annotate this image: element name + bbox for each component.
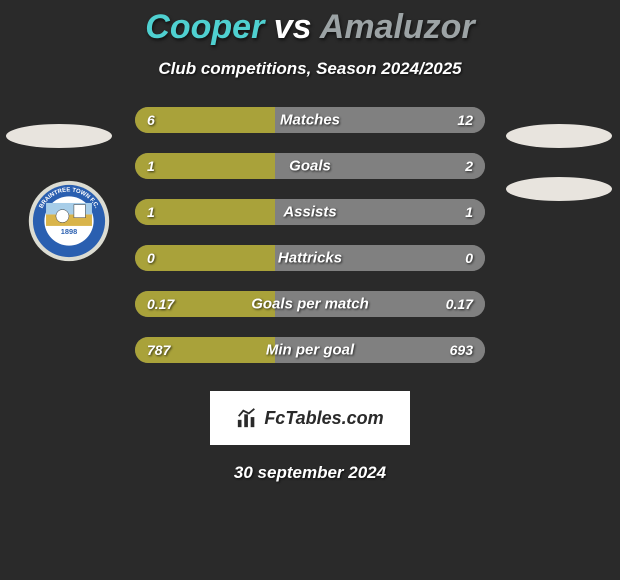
stat-label: Min per goal (266, 342, 354, 359)
stat-fill-left (135, 245, 275, 271)
stat-fill-left (135, 199, 275, 225)
player2-marker-oval-2 (506, 177, 612, 201)
stat-label: Goals (289, 158, 331, 175)
page-title: Cooper vs Amaluzor (0, 8, 620, 47)
brand-text: FcTables.com (264, 408, 383, 429)
stat-row: 0.17 0.17 Goals per match (135, 291, 485, 317)
stat-value-right: 0 (465, 250, 473, 266)
player1-marker-oval (6, 124, 112, 148)
stat-value-left: 0 (147, 250, 155, 266)
stat-value-right: 693 (450, 342, 473, 358)
club-badge-icon: BRAINTREE TOWN F.C. THE IRON 1898 (28, 180, 110, 262)
stat-row: 1 2 Goals (135, 153, 485, 179)
stat-row: 787 693 Min per goal (135, 337, 485, 363)
stat-label: Goals per match (251, 296, 369, 313)
player2-marker-oval-1 (506, 124, 612, 148)
subtitle: Club competitions, Season 2024/2025 (0, 59, 620, 79)
stat-value-left: 6 (147, 112, 155, 128)
date-text: 30 september 2024 (0, 463, 620, 483)
stat-label: Hattricks (278, 250, 342, 267)
stat-value-left: 1 (147, 158, 155, 174)
title-vs: vs (274, 8, 312, 46)
title-player1: Cooper (145, 8, 264, 46)
stat-row: 6 12 Matches (135, 107, 485, 133)
stat-label: Assists (283, 204, 336, 221)
stat-value-left: 0.17 (147, 296, 174, 312)
stat-value-left: 1 (147, 204, 155, 220)
brand-logo[interactable]: FcTables.com (210, 391, 410, 445)
page-root: Cooper vs Amaluzor Club competitions, Se… (0, 0, 620, 580)
stat-value-right: 2 (465, 158, 473, 174)
svg-text:1898: 1898 (61, 227, 77, 236)
stat-value-left: 787 (147, 342, 170, 358)
stat-value-right: 12 (457, 112, 473, 128)
chart-icon (236, 407, 258, 429)
stat-value-right: 1 (465, 204, 473, 220)
stat-row: 0 0 Hattricks (135, 245, 485, 271)
stats-container: 612Matches12Goals11Assists00Hattricks0.1… (135, 107, 485, 363)
stat-fill-left (135, 107, 275, 133)
stat-label: Matches (280, 112, 340, 129)
title-player2: Amaluzor (320, 8, 475, 46)
stat-fill-left (135, 153, 275, 179)
stat-row: 1 1 Assists (135, 199, 485, 225)
stat-value-right: 0.17 (446, 296, 473, 312)
